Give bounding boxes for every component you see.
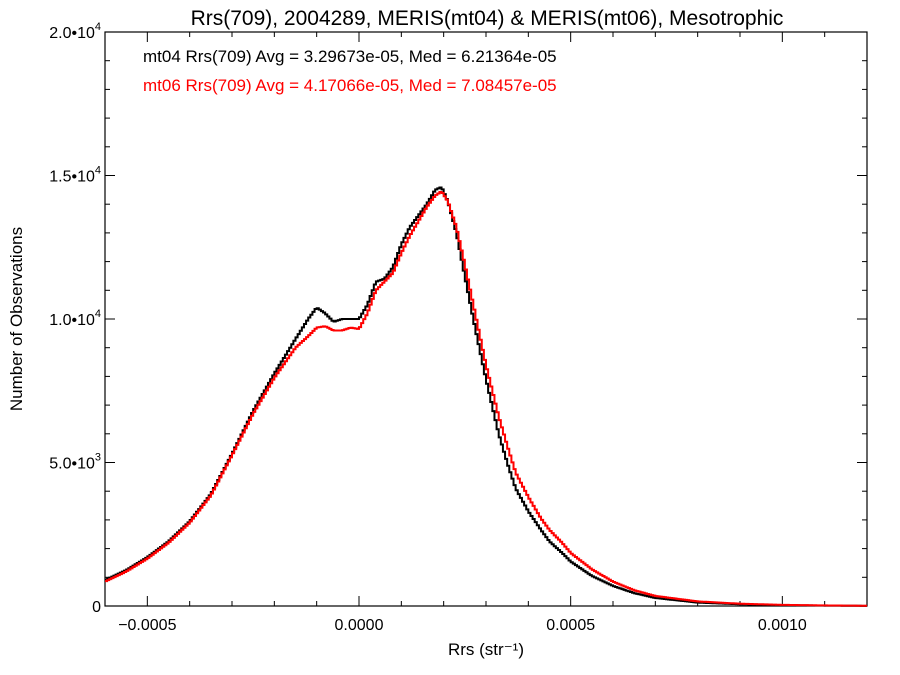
x-tick-label: 0.0000 <box>335 617 384 634</box>
y-tick-label: 5.0•103 <box>49 452 101 473</box>
x-tick-label: 0.0005 <box>546 617 595 634</box>
chart-title: Rrs(709), 2004289, MERIS(mt04) & MERIS(m… <box>191 7 784 30</box>
x-axis: −0.0005 0.0000 0.0005 0.0010 <box>104 32 826 634</box>
legend: mt04 Rrs(709) Avg = 3.29673e-05, Med = 6… <box>143 47 557 95</box>
y-tick-label: 1.0•104 <box>49 308 101 329</box>
plot-area <box>104 31 868 607</box>
series-line-1 <box>105 191 867 607</box>
y-tick-label: 1.5•104 <box>49 165 101 186</box>
series-line-0 <box>105 186 867 607</box>
plot-border <box>104 31 868 607</box>
y-axis: 0 5.0•103 1.0•104 1.5•104 2.0•104 <box>49 21 867 616</box>
y-tick-label: 0 <box>92 599 101 616</box>
x-tick-label: −0.0005 <box>118 617 176 634</box>
x-axis-label: Rrs (str⁻¹) <box>448 640 524 659</box>
x-tick-label: 0.0010 <box>758 617 807 634</box>
legend-entry-1: mt06 Rrs(709) Avg = 4.17066e-05, Med = 7… <box>143 76 557 95</box>
y-tick-label: 2.0•104 <box>49 21 101 42</box>
series-layer <box>105 186 867 607</box>
y-axis-label: Number of Observations <box>7 227 26 411</box>
legend-entry-0: mt04 Rrs(709) Avg = 3.29673e-05, Med = 6… <box>143 47 557 66</box>
